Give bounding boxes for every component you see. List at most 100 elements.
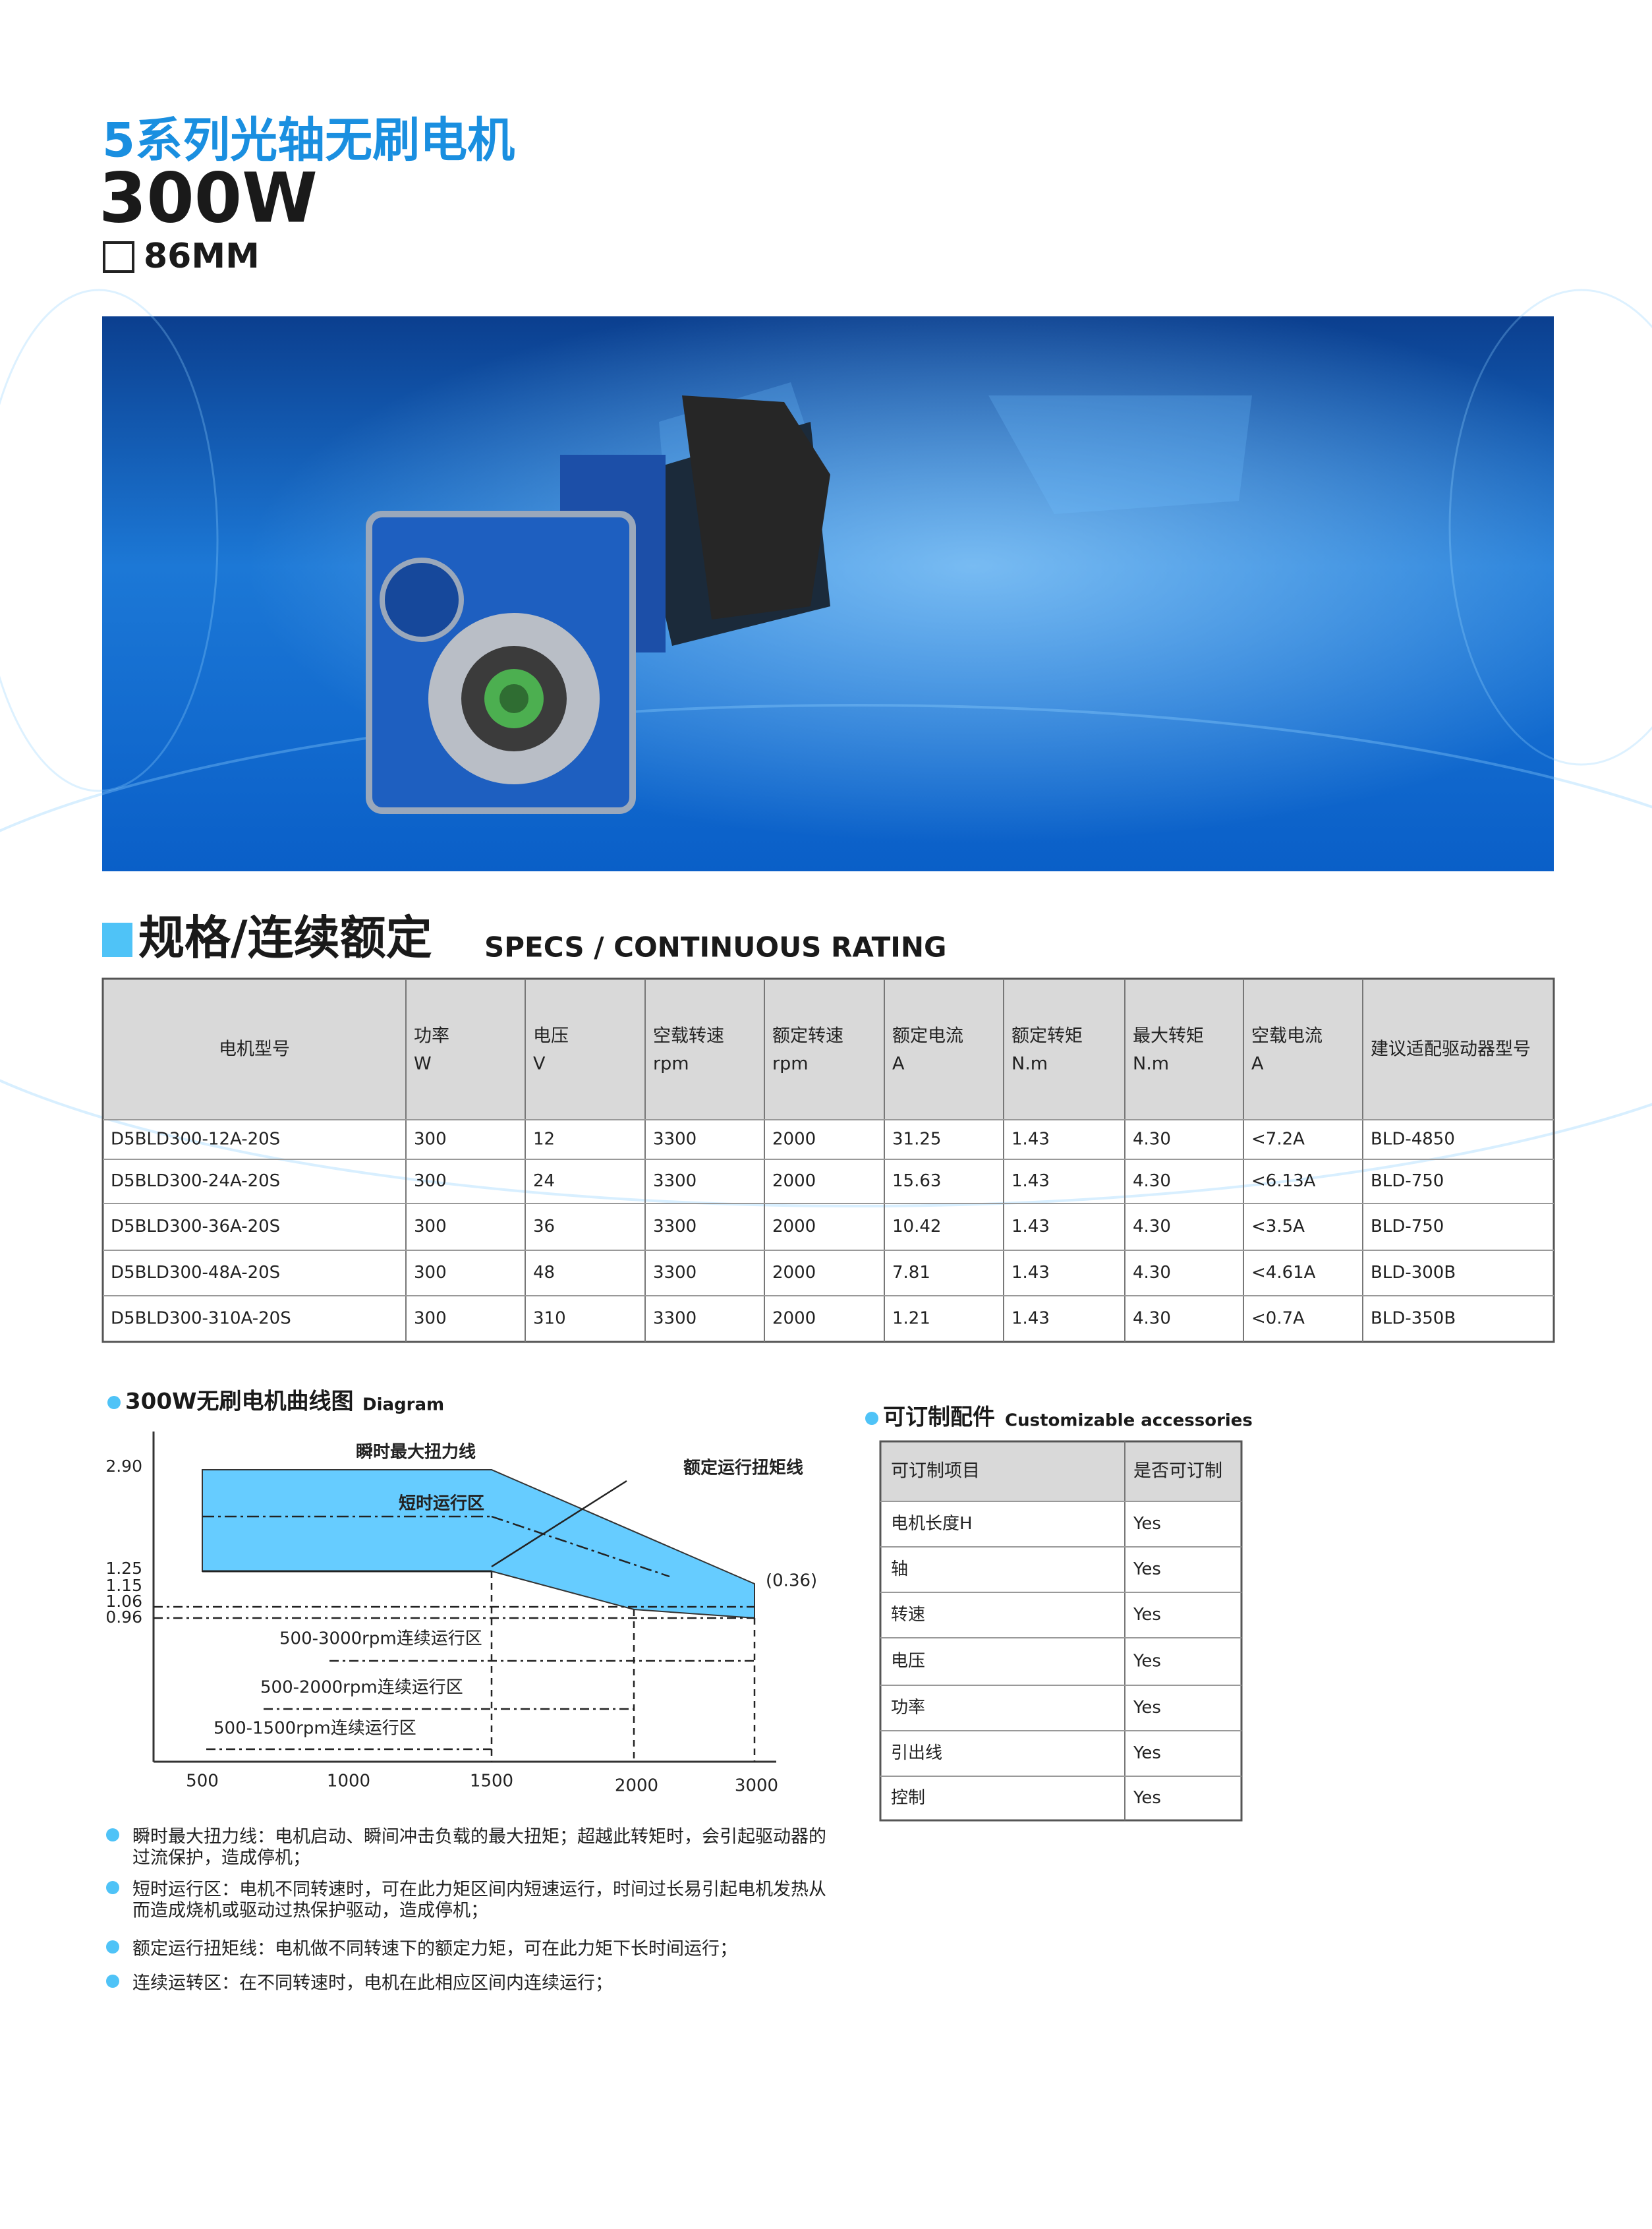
- table-header: V: [533, 1054, 546, 1074]
- bullet: [106, 1828, 119, 1841]
- table-cell: 4.30: [1133, 1130, 1171, 1149]
- table-cell: 控制: [891, 1788, 925, 1808]
- y-tick-label: 0.96: [105, 1607, 142, 1627]
- specs-subtitle: SPECS / CONTINUOUS RATING: [484, 931, 947, 964]
- accessories-title: 可订制配件: [883, 1404, 995, 1431]
- x-tick-label: 3000: [735, 1776, 778, 1796]
- note-text: 连续运转区：在不同转速时，电机在此相应区间内连续运行；: [132, 1973, 613, 1994]
- table-header: A: [892, 1054, 905, 1074]
- y-tick-label: 1.15: [105, 1576, 142, 1595]
- table-cell: 3300: [653, 1171, 697, 1191]
- short-time-area: [202, 1469, 755, 1619]
- note-text: 而造成烧机或驱动过热保护驱动，造成停机；: [132, 1901, 488, 1921]
- table-cell: 功率: [891, 1698, 925, 1718]
- annotation: (0.36): [766, 1571, 817, 1591]
- table-cell: <0.7A: [1251, 1309, 1305, 1329]
- table-header: rpm: [772, 1054, 809, 1074]
- diagram-title: 300W无刷电机曲线图: [125, 1389, 353, 1415]
- table-cell: Yes: [1133, 1652, 1161, 1671]
- table-cell: D5BLD300-48A-20S: [111, 1263, 280, 1283]
- table-cell: 4.30: [1133, 1171, 1171, 1191]
- table-cell: D5BLD300-310A-20S: [111, 1309, 291, 1329]
- table-header-bg: [103, 979, 1554, 1120]
- specs-title: 规格/连续额定: [138, 911, 432, 965]
- table-cell: 1.43: [1011, 1130, 1050, 1149]
- rule: [491, 1480, 627, 1568]
- table-cell: 轴: [891, 1559, 908, 1579]
- table-header: 额定转矩: [1011, 1026, 1083, 1047]
- table-cell: Yes: [1133, 1743, 1161, 1763]
- table-cell: 48: [533, 1263, 555, 1283]
- table-cell: BLD-350B: [1371, 1309, 1456, 1329]
- table-cell: <3.5A: [1251, 1217, 1305, 1236]
- table-header: 空载转速: [653, 1026, 724, 1047]
- banner: [0, 289, 1652, 1207]
- y-tick-label: 1.25: [105, 1559, 142, 1578]
- table-cell: Yes: [1133, 1514, 1161, 1534]
- table-header: 电压: [533, 1026, 569, 1047]
- x-tick-label: 2000: [615, 1776, 658, 1796]
- table-cell: 3300: [653, 1130, 697, 1149]
- table-cell: D5BLD300-12A-20S: [111, 1130, 280, 1149]
- table-header: 最大转矩: [1133, 1026, 1204, 1047]
- table-cell: 310: [533, 1309, 566, 1329]
- table-cell: BLD-750: [1371, 1171, 1444, 1191]
- x-tick-label: 1500: [470, 1772, 513, 1791]
- note-text: 过流保护，造成停机；: [132, 1848, 310, 1868]
- bullet: [106, 1881, 119, 1894]
- table-cell: 3300: [653, 1263, 697, 1283]
- table-header: 建议适配驱动器型号: [1371, 1039, 1531, 1060]
- note-text: 额定运行扭矩线：电机做不同转速下的额定力矩，可在此力矩下长时间运行；: [132, 1939, 737, 1959]
- table-cell: Yes: [1133, 1788, 1161, 1808]
- annotation: 短时运行区: [399, 1493, 484, 1514]
- table-cell: 1.43: [1011, 1217, 1050, 1236]
- table-cell: Yes: [1133, 1559, 1161, 1579]
- table-cell: 4.30: [1133, 1309, 1171, 1329]
- table-header: N.m: [1133, 1054, 1169, 1074]
- x-tick-label: 500: [186, 1772, 219, 1791]
- rule: [491, 1515, 670, 1578]
- table-cell: BLD-300B: [1371, 1263, 1456, 1283]
- table-cell: BLD-750: [1371, 1217, 1444, 1236]
- accessories-subtitle: Customizable accessories: [1005, 1411, 1253, 1431]
- frame-square-icon: [103, 241, 134, 273]
- table-cell: 36: [533, 1217, 555, 1236]
- power-rating: 300W: [99, 158, 318, 238]
- annotation: 500-3000rpm连续运行区: [279, 1629, 482, 1649]
- table-header: A: [1251, 1054, 1264, 1074]
- table-border: [879, 1440, 1243, 1822]
- table-header: 额定电流: [892, 1026, 963, 1047]
- table-cell: D5BLD300-36A-20S: [111, 1217, 280, 1236]
- table-cell: Yes: [1133, 1605, 1161, 1625]
- table-cell: 4.30: [1133, 1263, 1171, 1283]
- table-cell: 4.30: [1133, 1217, 1171, 1236]
- table-header: 空载电流: [1251, 1026, 1323, 1047]
- y-tick-label: 2.90: [105, 1457, 142, 1476]
- table-cell: 引出线: [891, 1743, 942, 1763]
- table-header: rpm: [653, 1054, 689, 1074]
- annotation: 500-2000rpm连续运行区: [260, 1678, 463, 1698]
- table-cell: 31.25: [892, 1130, 941, 1149]
- note-text: 瞬时最大扭力线：电机启动、瞬间冲击负载的最大扭矩；超越此转矩时，会引起驱动器的: [132, 1827, 826, 1847]
- table-cell: 1.43: [1011, 1171, 1050, 1191]
- table-cell: 300: [414, 1130, 447, 1149]
- frame-size: 86MM: [144, 237, 260, 276]
- bullet: [107, 1396, 121, 1409]
- table-header: 是否可订制: [1133, 1461, 1222, 1482]
- table-cell: 300: [414, 1309, 447, 1329]
- section-marker: [102, 923, 132, 957]
- table-cell: 2000: [772, 1217, 816, 1236]
- table-cell: BLD-4850: [1371, 1130, 1455, 1149]
- table-header: 额定转速: [772, 1026, 843, 1047]
- table-cell: 1.43: [1011, 1309, 1050, 1329]
- note-text: 短时运行区：电机不同转速时，可在此力矩区间内短速运行，时间过长易引起电机发热从: [132, 1880, 826, 1900]
- table-cell: <7.2A: [1251, 1130, 1305, 1149]
- table-cell: 1.21: [892, 1309, 930, 1329]
- table-border: [101, 977, 1555, 1343]
- table-cell: 300: [414, 1171, 447, 1191]
- table-cell: D5BLD300-24A-20S: [111, 1171, 280, 1191]
- table-header: 功率: [414, 1026, 449, 1047]
- table-cell: 1.43: [1011, 1263, 1050, 1283]
- annotation: 额定运行扭矩线: [683, 1458, 803, 1478]
